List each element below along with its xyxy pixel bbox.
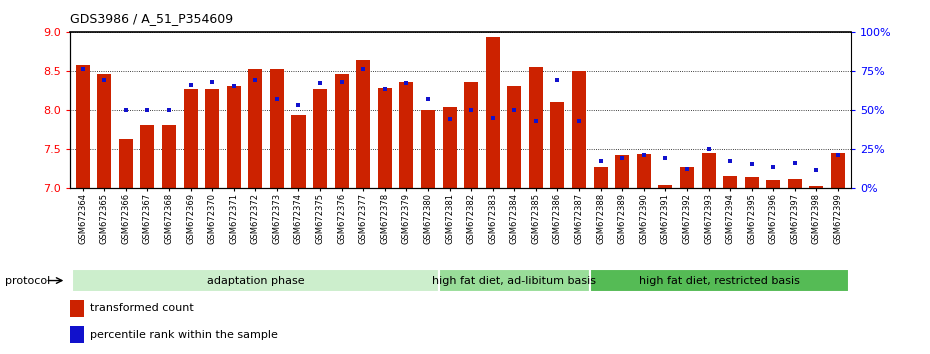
Bar [615, 155, 630, 188]
Bar [162, 125, 176, 188]
Bar [485, 37, 499, 188]
Bar [658, 184, 672, 188]
Text: protocol: protocol [5, 275, 50, 286]
Bar [378, 88, 392, 188]
Bar [70, 326, 84, 343]
Bar [572, 71, 586, 188]
Bar [75, 65, 89, 188]
Bar [439, 269, 590, 292]
Bar [356, 60, 370, 188]
Bar [637, 154, 651, 188]
Text: GDS3986 / A_51_P354609: GDS3986 / A_51_P354609 [70, 12, 232, 25]
Bar [98, 74, 112, 188]
Text: percentile rank within the sample: percentile rank within the sample [90, 330, 278, 340]
Bar [227, 86, 241, 188]
Bar [464, 82, 478, 188]
Bar [745, 177, 759, 188]
Bar [270, 69, 284, 188]
Bar [399, 82, 414, 188]
Bar [313, 90, 327, 188]
Bar [183, 90, 197, 188]
Text: adaptation phase: adaptation phase [206, 275, 304, 286]
Bar [507, 86, 522, 188]
Text: high fat diet, ad-libitum basis: high fat diet, ad-libitum basis [432, 275, 596, 286]
Bar [335, 74, 349, 188]
Text: high fat diet, restricted basis: high fat diet, restricted basis [639, 275, 800, 286]
Bar [766, 180, 780, 188]
Bar [831, 153, 845, 188]
Bar [788, 179, 802, 188]
Bar [529, 67, 543, 188]
Bar [119, 139, 133, 188]
Bar [70, 300, 84, 317]
Bar [701, 153, 715, 188]
Bar [291, 115, 306, 188]
Bar [724, 176, 737, 188]
Bar [206, 90, 219, 188]
Bar [593, 167, 607, 188]
Bar [551, 102, 565, 188]
Bar [72, 269, 439, 292]
Bar [140, 125, 154, 188]
Bar [421, 110, 435, 188]
Bar [590, 269, 849, 292]
Bar [443, 107, 457, 188]
Bar [680, 167, 694, 188]
Text: transformed count: transformed count [90, 303, 193, 313]
Bar [809, 186, 823, 188]
Bar [248, 69, 262, 188]
